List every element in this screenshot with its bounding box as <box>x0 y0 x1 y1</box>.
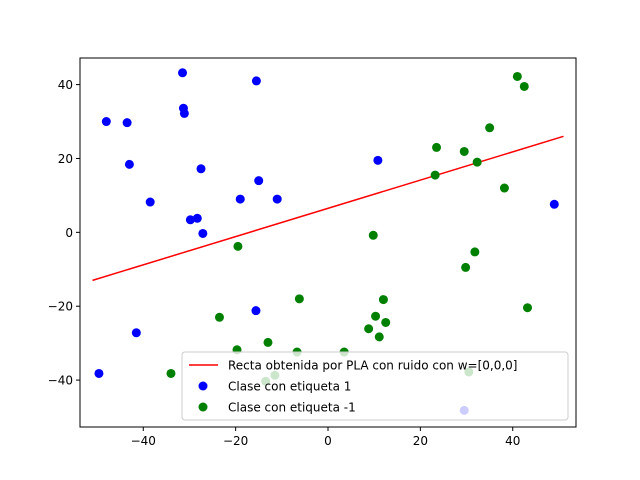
series-1-point <box>251 76 261 86</box>
series-2-point <box>470 247 480 257</box>
pla-line <box>92 135 564 282</box>
y-tick-label: 40 <box>58 78 73 92</box>
x-tick-label: −20 <box>223 434 248 448</box>
series-1-point <box>185 215 195 225</box>
x-tick-label: 20 <box>413 434 428 448</box>
series-2-point <box>430 170 440 180</box>
series-2-point <box>512 71 522 81</box>
series-1-point <box>272 194 282 204</box>
series-1-point <box>235 194 245 204</box>
series-1-point <box>373 155 383 165</box>
series-2-point <box>233 241 243 251</box>
series-2-point <box>364 324 374 334</box>
series-1-point <box>196 164 206 174</box>
series-2-point <box>459 146 469 156</box>
x-tick-label: −40 <box>131 434 156 448</box>
series-1-point <box>101 117 111 127</box>
series-2-point <box>374 332 384 342</box>
legend-series-2-marker <box>198 402 208 412</box>
y-tick-label: 0 <box>65 226 73 240</box>
legend-series-2-label: Clase con etiqueta -1 <box>228 401 356 415</box>
series-1-point <box>124 159 134 169</box>
x-tick-label: 40 <box>505 434 520 448</box>
series-2-point <box>166 368 176 378</box>
series-1-point <box>251 306 261 316</box>
series-1-point <box>254 176 264 186</box>
legend-series-1-label: Clase con etiqueta 1 <box>228 380 351 394</box>
series-1-point <box>178 68 188 78</box>
series-2-point <box>485 123 495 133</box>
series-2-point <box>461 262 471 272</box>
series-2-point <box>294 294 304 304</box>
series-1-point <box>179 108 189 118</box>
series-2-point <box>368 230 378 240</box>
series-2-point <box>499 183 509 193</box>
series-2-point <box>519 81 529 91</box>
series-2-point <box>381 317 391 327</box>
legend-series-1-marker <box>198 381 208 391</box>
series-2-point <box>472 157 482 167</box>
series-1-point <box>94 368 104 378</box>
y-tick-label: −40 <box>48 374 73 388</box>
x-tick-label: 0 <box>324 434 332 448</box>
series-1-point <box>549 199 559 209</box>
series-1-point <box>192 213 202 223</box>
series-1-point <box>131 328 141 338</box>
series-1-point <box>145 197 155 207</box>
legend: Recta obtenida por PLA con ruido con w=[… <box>181 351 569 421</box>
series-2-point <box>263 337 273 347</box>
legend-line-label: Recta obtenida por PLA con ruido con w=[… <box>228 359 517 373</box>
series-1-point <box>122 118 132 128</box>
series-2-point <box>378 295 388 305</box>
series-2-point <box>371 311 381 321</box>
series-2-point <box>432 142 442 152</box>
y-tick-label: 20 <box>58 152 73 166</box>
series-2-point <box>214 312 224 322</box>
y-tick-label: −20 <box>48 300 73 314</box>
series-1-point <box>198 228 208 238</box>
legend-box <box>181 351 569 421</box>
series-2-point <box>523 303 533 313</box>
